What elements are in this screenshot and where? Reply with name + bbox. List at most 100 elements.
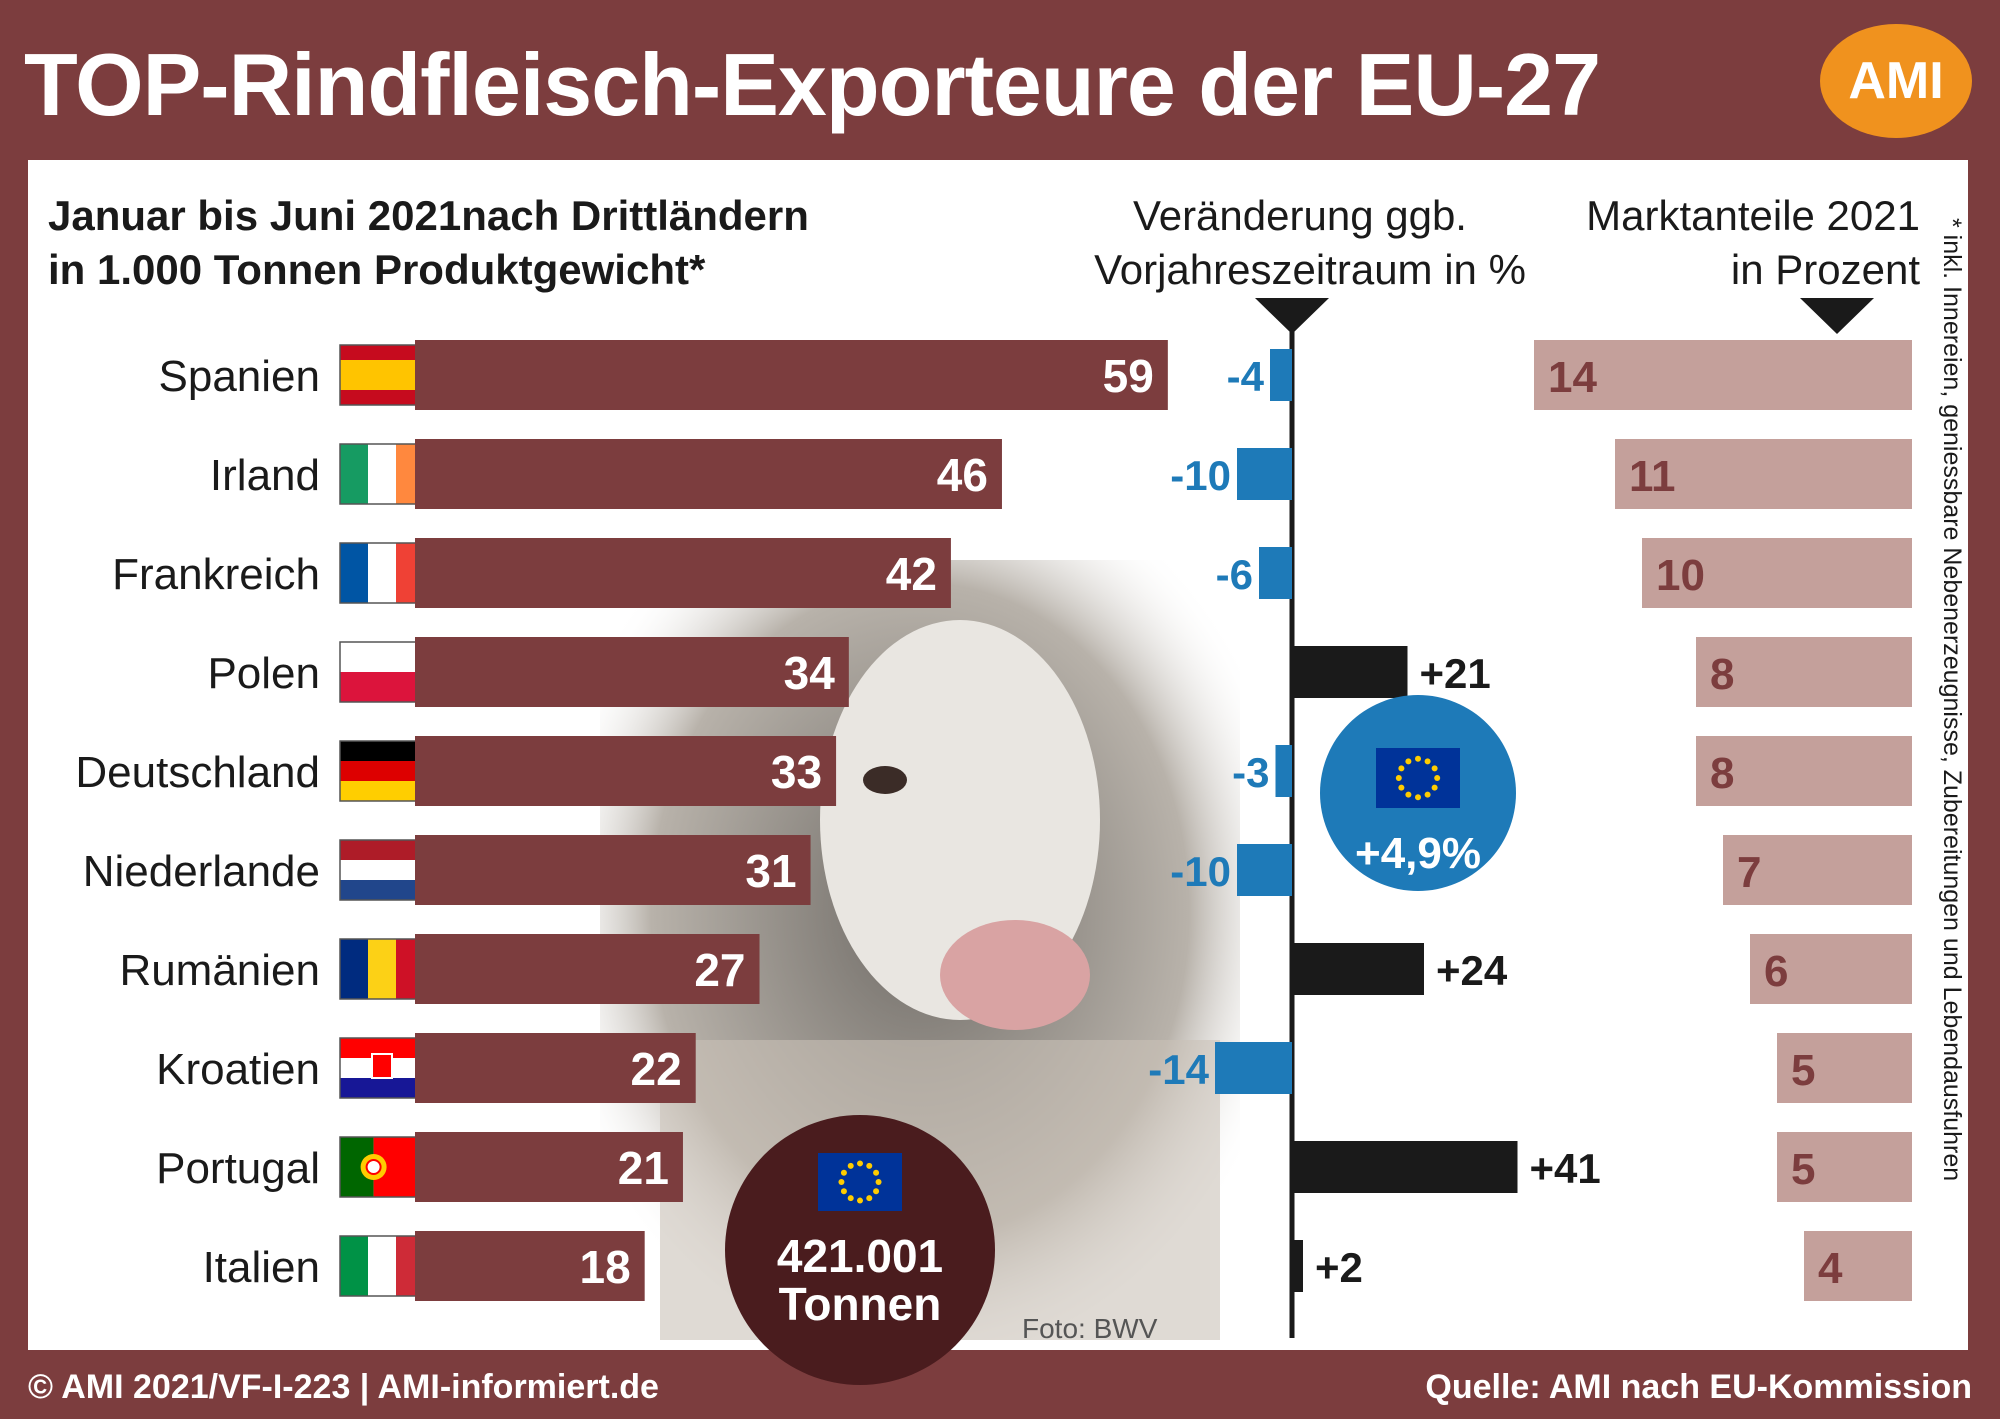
eu-flag-star	[1431, 784, 1438, 791]
eu-flag-star	[840, 1169, 847, 1176]
eu-flag-star	[1431, 765, 1438, 772]
volume-label: 59	[1103, 350, 1154, 402]
change-heading: Veränderung ggb.	[1133, 192, 1467, 239]
volume-label: 34	[784, 647, 836, 699]
country-label: Portugal	[156, 1144, 320, 1193]
change-label: -4	[1227, 353, 1265, 400]
share-heading: Marktanteile 2021	[1586, 192, 1920, 239]
flag-stripe	[368, 1236, 396, 1296]
change-label: +2	[1315, 1244, 1363, 1291]
flag-stripe	[340, 672, 424, 702]
flag-stripe	[340, 880, 424, 900]
footer-copyright: © AMI 2021/VF-I-223 | AMI-informiert.de	[28, 1368, 659, 1406]
cow-nose	[940, 920, 1090, 1030]
share-bar	[1777, 1132, 1912, 1202]
eu-flag-star	[1434, 775, 1441, 781]
flag-france-icon	[339, 542, 425, 604]
change-label: -14	[1148, 1046, 1209, 1093]
eu-flag-star	[1395, 775, 1402, 781]
change-label: +21	[1420, 650, 1491, 697]
change-bar	[1292, 1240, 1303, 1292]
share-label: 8	[1710, 650, 1734, 699]
country-label: Italien	[203, 1243, 320, 1292]
eu-flag-star	[1405, 791, 1412, 798]
eu-flag-icon	[1376, 748, 1460, 808]
eu-flag-star	[1398, 765, 1405, 772]
cow-head	[820, 620, 1100, 1020]
flag-portugal-icon	[339, 1136, 425, 1198]
volume-bar	[415, 835, 811, 905]
flag-italy-icon	[339, 1235, 425, 1297]
change-bar	[1275, 745, 1292, 797]
share-label: 5	[1791, 1046, 1815, 1095]
change-bar	[1237, 448, 1292, 500]
volume-bar	[415, 439, 1002, 509]
eu-flag-star	[873, 1188, 880, 1195]
flag-ireland-icon	[339, 443, 425, 505]
change-heading: Vorjahreszeitraum in %	[1094, 246, 1526, 293]
volume-bar	[415, 934, 760, 1004]
volume-label: 46	[937, 449, 988, 501]
flag-stripe	[340, 761, 424, 781]
flag-stripe	[340, 741, 424, 761]
eu-flag-star	[1415, 755, 1421, 762]
eu-flag-star	[866, 1195, 873, 1202]
volume-label: 31	[745, 845, 796, 897]
volume-label: 42	[886, 548, 937, 600]
total-circle	[725, 1115, 995, 1385]
eu-flag-star	[1405, 758, 1412, 765]
country-label: Polen	[207, 649, 320, 698]
country-label: Niederlande	[83, 847, 320, 896]
eu-flag-star	[866, 1162, 873, 1169]
eu-change-label: +4,9%	[1355, 829, 1481, 878]
change-label: -3	[1232, 749, 1269, 796]
volume-label: 21	[618, 1142, 669, 1194]
flag-netherlands-icon	[339, 839, 425, 901]
footer-source: Quelle: AMI nach EU-Kommission	[1425, 1368, 1972, 1406]
share-label: 8	[1710, 749, 1734, 798]
share-bar	[1642, 538, 1912, 608]
change-label: +41	[1530, 1145, 1601, 1192]
eu-flag-star	[857, 1160, 863, 1167]
change-bar	[1215, 1042, 1292, 1094]
flag-stripe	[340, 1038, 424, 1058]
share-label: 6	[1764, 947, 1788, 996]
volume-bar	[415, 1231, 645, 1301]
eu-flag-star	[1424, 758, 1431, 765]
volume-bar	[415, 340, 1168, 410]
change-bar	[1292, 1141, 1518, 1193]
change-label: -10	[1170, 452, 1231, 499]
volume-bar	[415, 538, 951, 608]
country-label: Spanien	[159, 352, 320, 401]
volume-label: 22	[631, 1043, 682, 1095]
flag-croatia-icon	[339, 1037, 425, 1099]
share-label: 5	[1791, 1145, 1815, 1194]
share-bar	[1696, 736, 1912, 806]
change-heading-marker	[1255, 298, 1329, 334]
share-label: 14	[1548, 353, 1597, 402]
eu-flag-star	[1415, 794, 1421, 801]
flag-stripe	[340, 360, 424, 390]
volume-bar	[415, 1132, 683, 1202]
share-heading-marker	[1800, 298, 1874, 334]
photo-credit: Foto: BWV	[1022, 1313, 1158, 1344]
cow-eye	[863, 766, 907, 794]
volume-label: 27	[694, 944, 745, 996]
share-bar	[1696, 637, 1912, 707]
eu-flag-star	[847, 1195, 854, 1202]
volume-bar	[415, 637, 849, 707]
total-unit: Tonnen	[779, 1278, 942, 1330]
flag-stripe	[340, 840, 424, 860]
flag-stripe	[340, 1236, 368, 1296]
share-label: 10	[1656, 551, 1705, 600]
country-label: Deutschland	[75, 748, 320, 797]
volume-bar	[415, 1033, 696, 1103]
flag-stripe	[340, 1078, 424, 1098]
flag-germany-icon	[339, 740, 425, 802]
flag-emblem	[365, 1159, 382, 1175]
flag-stripe	[368, 939, 396, 999]
flag-stripe	[368, 444, 396, 504]
country-label: Irland	[210, 451, 320, 500]
